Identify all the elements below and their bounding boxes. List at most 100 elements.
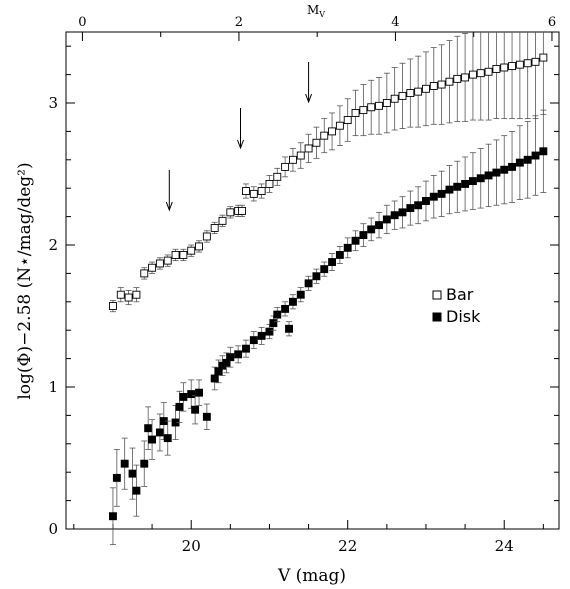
data-point — [124, 293, 133, 302]
data-point — [335, 250, 344, 259]
data-point — [234, 350, 243, 359]
x-tick-label: 22 — [338, 537, 357, 555]
series-bar — [109, 32, 548, 313]
data-point — [171, 250, 180, 259]
data-point — [382, 215, 391, 224]
data-point — [163, 434, 172, 443]
data-point — [539, 53, 548, 62]
data-point — [335, 121, 344, 130]
data-point — [265, 179, 274, 188]
data-point — [116, 290, 125, 299]
data-point — [312, 272, 321, 281]
series-disk — [109, 109, 548, 546]
data-point — [375, 221, 383, 230]
legend-bar-label: Bar — [446, 285, 474, 304]
axis-ticks — [66, 32, 559, 530]
data-point — [187, 246, 196, 255]
data-point — [273, 172, 282, 181]
top-tick-label: 6 — [548, 15, 556, 30]
data-point — [437, 80, 446, 89]
x-axis-label: V (mag) — [277, 566, 346, 586]
y-axis-label: log(Φ)−2.58 (N⋆/mag/deg²) — [15, 162, 35, 399]
data-point — [132, 290, 141, 299]
data-point — [202, 412, 211, 421]
data-point — [273, 310, 282, 319]
y-tick-label: 3 — [48, 94, 58, 112]
data-point — [523, 59, 532, 68]
data-point — [515, 158, 524, 167]
data-point — [242, 187, 250, 195]
data-point — [132, 486, 141, 495]
data-point — [367, 103, 376, 112]
data-point — [359, 231, 368, 240]
legend-bar-marker — [432, 290, 442, 300]
x-tick-label: 24 — [495, 537, 514, 555]
y-tick-label: 1 — [48, 378, 58, 396]
data-point — [288, 155, 297, 164]
arrow-head — [237, 139, 244, 150]
data-point — [304, 144, 313, 153]
top-tick-label: 4 — [391, 15, 399, 30]
y-tick-label: 2 — [48, 236, 58, 254]
data-point — [144, 424, 153, 433]
annotation-arrows — [165, 62, 313, 212]
data-point — [476, 174, 485, 183]
data-point — [461, 73, 470, 82]
data-point — [226, 208, 235, 217]
data-point — [328, 127, 337, 136]
data-point — [288, 297, 297, 306]
data-point — [398, 208, 407, 217]
data-point — [179, 250, 188, 259]
data-series — [109, 32, 548, 546]
data-point — [398, 91, 407, 100]
data-point — [343, 116, 352, 124]
data-point — [304, 279, 313, 288]
data-point — [484, 67, 493, 76]
arrow-head — [165, 201, 173, 212]
data-point — [531, 151, 540, 160]
data-point — [445, 77, 454, 86]
data-point — [476, 69, 485, 78]
y-tick-label: 0 — [48, 520, 58, 538]
data-point — [445, 185, 454, 194]
data-point — [375, 101, 383, 110]
top-axis-label-sub: V — [318, 10, 325, 19]
data-point — [453, 74, 462, 83]
data-point — [195, 388, 203, 397]
data-point — [179, 392, 188, 401]
data-point — [531, 57, 540, 66]
data-point — [155, 259, 164, 268]
data-point — [285, 324, 293, 333]
data-point — [296, 151, 305, 160]
data-point — [406, 89, 415, 98]
data-point — [195, 242, 203, 251]
data-point — [257, 187, 266, 195]
data-point — [367, 225, 376, 234]
data-point — [508, 162, 516, 171]
data-point — [429, 82, 438, 90]
data-point — [453, 182, 462, 191]
data-point — [343, 243, 352, 252]
plot-frame — [65, 31, 560, 530]
top-axis-label-main: M — [307, 3, 319, 17]
data-point — [109, 302, 117, 311]
data-point — [210, 224, 219, 232]
data-point — [242, 344, 250, 353]
data-point — [414, 87, 423, 96]
data-point — [320, 265, 329, 274]
top-tick-label: 0 — [78, 15, 86, 30]
data-point — [148, 263, 157, 272]
data-point — [492, 64, 501, 73]
legend: Bar Disk — [432, 285, 481, 326]
data-point — [112, 473, 121, 482]
x-tick-label: 20 — [182, 537, 201, 555]
data-point — [382, 99, 391, 107]
data-point — [492, 168, 501, 177]
data-point — [140, 269, 149, 278]
data-point — [296, 290, 305, 299]
data-point — [281, 304, 290, 313]
data-point — [257, 331, 266, 340]
data-point — [312, 138, 321, 147]
data-point — [249, 336, 258, 345]
